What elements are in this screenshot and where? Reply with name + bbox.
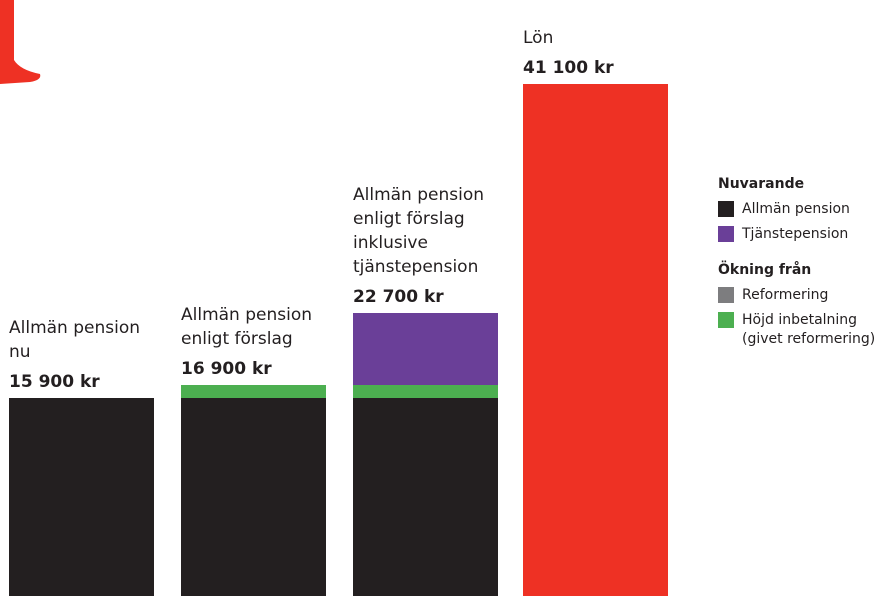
value-label: 41 100 kr: [523, 58, 673, 78]
bar-segment: [181, 398, 326, 596]
value-label: 16 900 kr: [181, 359, 331, 379]
value-label: 15 900 kr: [9, 372, 159, 392]
legend-item: Tjänstepension: [718, 225, 888, 244]
legend: Nuvarande Allmän pension Tjänstepension Ökn…: [718, 176, 888, 355]
category-label: Allmän pension enligt förslag: [181, 303, 331, 351]
legend-swatch: [718, 226, 734, 242]
bar-label: Allmän pension nu 15 900 kr: [9, 316, 159, 392]
bar-label: Lön 41 100 kr: [523, 26, 673, 78]
legend-label: Höjd inbetalning (givet reformering): [742, 311, 888, 349]
bar-segment: [523, 84, 668, 596]
decoration: [0, 0, 60, 100]
bar-segment: [9, 398, 154, 596]
legend-item: Höjd inbetalning (givet reformering): [718, 311, 888, 349]
bar-label: Allmän pension enligt förslag inklusive …: [353, 183, 503, 307]
legend-label: Tjänstepension: [742, 225, 848, 244]
category-label: Allmän pension nu: [9, 316, 159, 364]
legend-swatch: [718, 201, 734, 217]
bar-segment: [353, 313, 498, 385]
legend-title: Nuvarande: [718, 176, 888, 192]
chart: Nuvarande Allmän pension Tjänstepension Ökn…: [0, 0, 892, 599]
legend-label: Allmän pension: [742, 200, 850, 219]
legend-item: Allmän pension: [718, 200, 888, 219]
legend-swatch: [718, 312, 734, 328]
legend-item: Reformering: [718, 286, 888, 305]
bar-segment: [353, 398, 498, 596]
category-label: Lön: [523, 26, 673, 50]
bar-label: Allmän pension enligt förslag 16 900 kr: [181, 303, 331, 379]
legend-swatch: [718, 287, 734, 303]
category-label: Allmän pension enligt förslag inklusive …: [353, 183, 503, 279]
bar-segment: [181, 385, 326, 397]
legend-title: Ökning från: [718, 262, 888, 278]
value-label: 22 700 kr: [353, 287, 503, 307]
legend-label: Reformering: [742, 286, 828, 305]
bar-segment: [353, 385, 498, 397]
